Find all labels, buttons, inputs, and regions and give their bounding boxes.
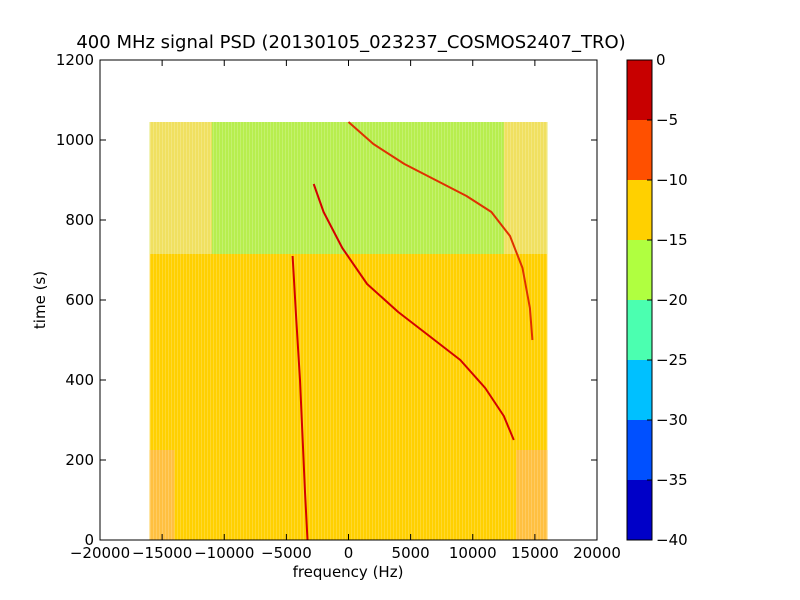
chart-title: 400 MHz signal PSD (20130105_023237_COSM…: [76, 32, 625, 53]
colorbar-tick-label: −10: [656, 171, 688, 189]
trace-carrier-near-dc: [291, 255, 309, 540]
x-tick-label: 10000: [449, 544, 497, 562]
colorbar-bin: [627, 180, 652, 240]
signal-traces: [291, 121, 534, 540]
x-tick-label: 20000: [573, 544, 621, 562]
heatmap-texture: [149, 122, 548, 540]
trace-doppler-main: [312, 183, 515, 441]
y-tick-label: 400: [65, 371, 94, 389]
trace-doppler-upper: [347, 121, 534, 341]
x-tick-label: 15000: [511, 544, 559, 562]
y-tick-label: 1000: [56, 131, 94, 149]
colorbar-tick-label: −5: [656, 111, 678, 129]
y-tick-label: 600: [65, 291, 94, 309]
colorbar-tick-label: −35: [656, 471, 688, 489]
colorbar-bin: [627, 120, 652, 180]
heatmap-stripe-texture: [149, 122, 548, 540]
colorbar-tick-label: −25: [656, 351, 688, 369]
y-tick-label: 800: [65, 211, 94, 229]
colorbar-bin: [627, 300, 652, 360]
x-tick-label: −15000: [132, 544, 192, 562]
x-axis-label: frequency (Hz): [293, 563, 404, 581]
colorbar-bin: [627, 360, 652, 420]
x-tick-label: 0: [344, 544, 354, 562]
plot-area: [149, 121, 548, 540]
x-tick-label: 5000: [392, 544, 430, 562]
y-tick-label: 0: [84, 531, 94, 549]
colorbar-bin: [627, 60, 652, 120]
y-axis: 0 200 400 600 800 1000 1200: [56, 51, 597, 549]
colorbar-tick-label: −20: [656, 291, 688, 309]
colorbar-tick-label: −30: [656, 411, 688, 429]
colorbar: 0 −5 −10 −15 −20 −25 −30 −35 −40: [626, 51, 688, 549]
x-tick-label: −20000: [70, 544, 130, 562]
y-axis-label: time (s): [31, 271, 49, 329]
y-tick-label: 200: [65, 451, 94, 469]
colorbar-tick-label: 0: [656, 51, 666, 69]
x-tick-label: −5000: [261, 544, 312, 562]
x-axis: −20000 −15000 −10000 −5000 0 5000 10000 15000 20…: [70, 60, 621, 562]
colorbar-tick-label: −40: [656, 531, 688, 549]
x-tick-label: −10000: [194, 544, 254, 562]
colorbar-tick-label: −15: [656, 231, 688, 249]
colorbar-bin: [627, 240, 652, 300]
y-tick-label: 1200: [56, 51, 94, 69]
colorbar-bin: [627, 480, 652, 540]
colorbar-bin: [627, 420, 652, 480]
